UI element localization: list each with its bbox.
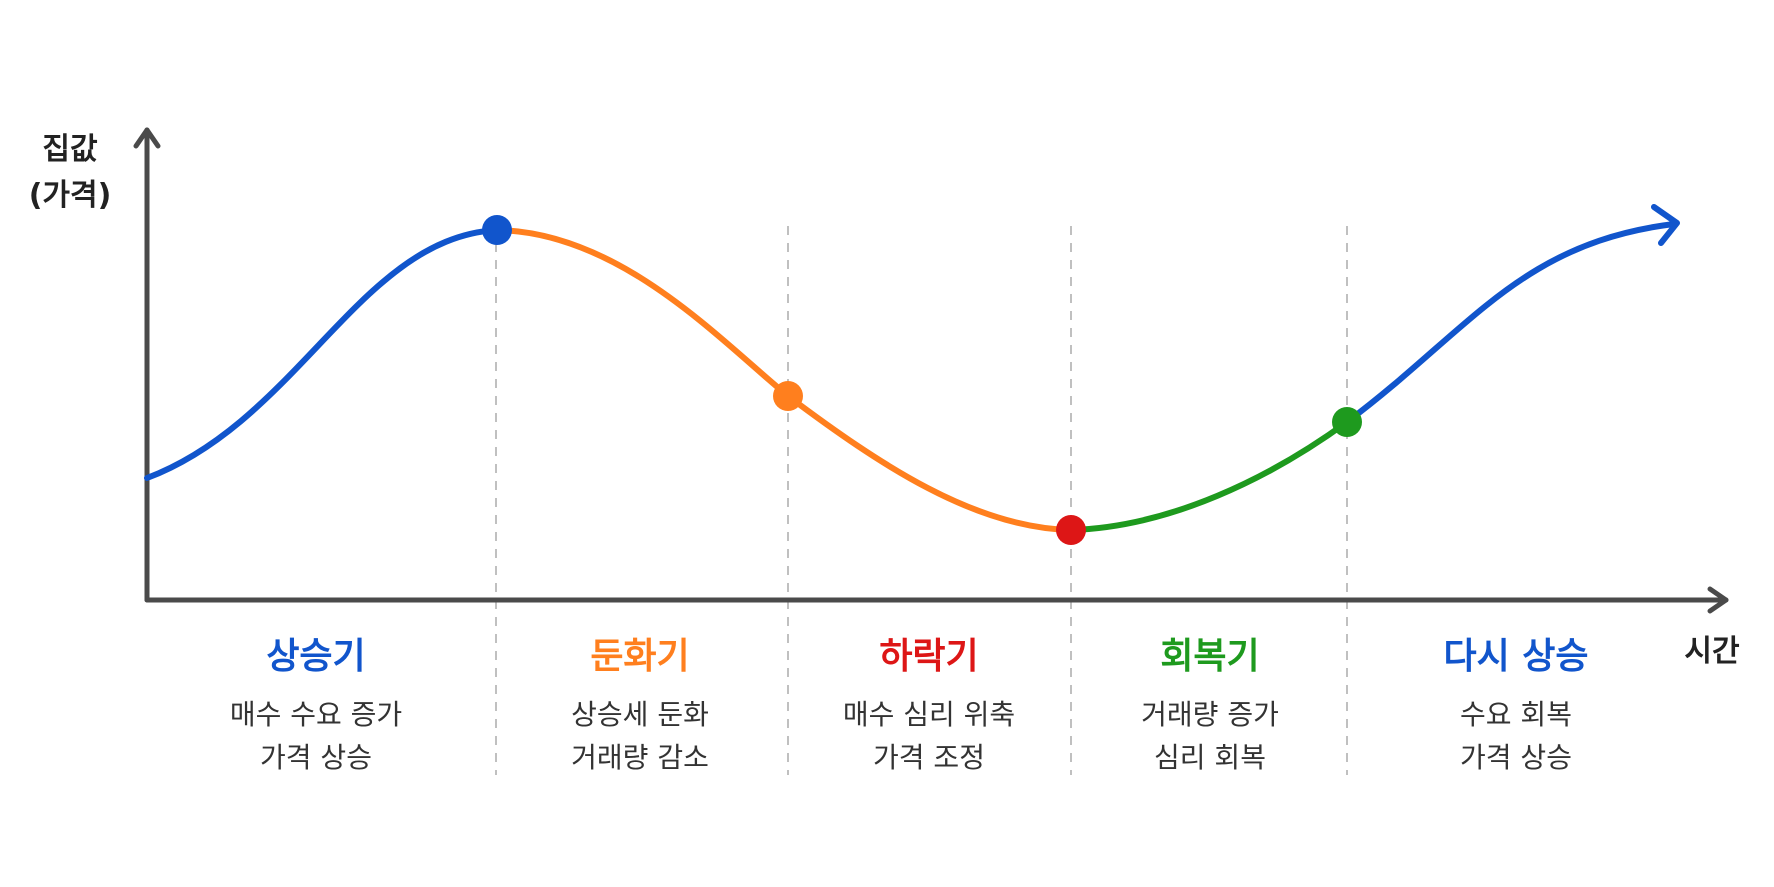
phase-title: 회복기 bbox=[1160, 636, 1259, 677]
curve-rise-again-segment bbox=[1344, 221, 1677, 425]
peak-marker bbox=[482, 215, 512, 245]
phase-desc-line-1: 매수 수요 증가 bbox=[230, 698, 402, 731]
y-axis-label-line-1: 집값 bbox=[42, 132, 98, 167]
trough-marker bbox=[1056, 515, 1086, 545]
phase-title: 다시 상승 bbox=[1443, 636, 1588, 677]
y-axis-label-line-2: (가격) bbox=[29, 178, 112, 213]
axes bbox=[133, 127, 1729, 614]
phase-title: 상승기 bbox=[266, 636, 365, 677]
phase-desc-line-1: 매수 심리 위축 bbox=[843, 698, 1015, 731]
phase-rise-again: 다시 상승 수요 회복 가격 상승 bbox=[1443, 636, 1588, 774]
phase-title: 하락기 bbox=[879, 636, 978, 677]
phase-decline: 하락기 매수 심리 위축 가격 조정 bbox=[843, 636, 1015, 774]
phase-desc-line-1: 상승세 둔화 bbox=[571, 698, 709, 731]
slowdown-marker bbox=[773, 381, 803, 411]
curve-decline-segment bbox=[785, 393, 1074, 533]
phase-desc-line-1: 수요 회복 bbox=[1460, 698, 1572, 731]
curve-recovery-segment bbox=[1068, 419, 1350, 533]
x-axis-label: 시간 bbox=[1684, 634, 1740, 669]
phase-title: 둔화기 bbox=[590, 636, 689, 677]
phase-desc-line-2: 가격 조정 bbox=[873, 741, 985, 774]
curve-slowdown-segment bbox=[494, 227, 791, 399]
phase-desc-line-1: 거래량 증가 bbox=[1141, 698, 1279, 731]
phase-desc-line-2: 가격 상승 bbox=[260, 741, 372, 774]
x-axis-arrow-icon bbox=[1707, 586, 1729, 614]
curve-end-arrow-icon bbox=[1651, 204, 1680, 246]
phase-desc-line-2: 거래량 감소 bbox=[571, 741, 709, 774]
phase-desc-line-2: 가격 상승 bbox=[1460, 741, 1572, 774]
phase-desc-line-2: 심리 회복 bbox=[1154, 741, 1266, 774]
phase-rise: 상승기 매수 수요 증가 가격 상승 bbox=[230, 636, 402, 774]
price-curve bbox=[144, 204, 1680, 533]
recovery-marker bbox=[1332, 407, 1362, 437]
phase-dividers bbox=[495, 226, 1348, 775]
phase-slowdown: 둔화기 상승세 둔화 거래량 감소 bbox=[571, 636, 709, 774]
turning-point-markers bbox=[482, 215, 1362, 545]
phase-recovery: 회복기 거래량 증가 심리 회복 bbox=[1141, 636, 1279, 774]
y-axis-arrow-icon bbox=[133, 127, 161, 149]
curve-rise-segment bbox=[144, 227, 500, 481]
